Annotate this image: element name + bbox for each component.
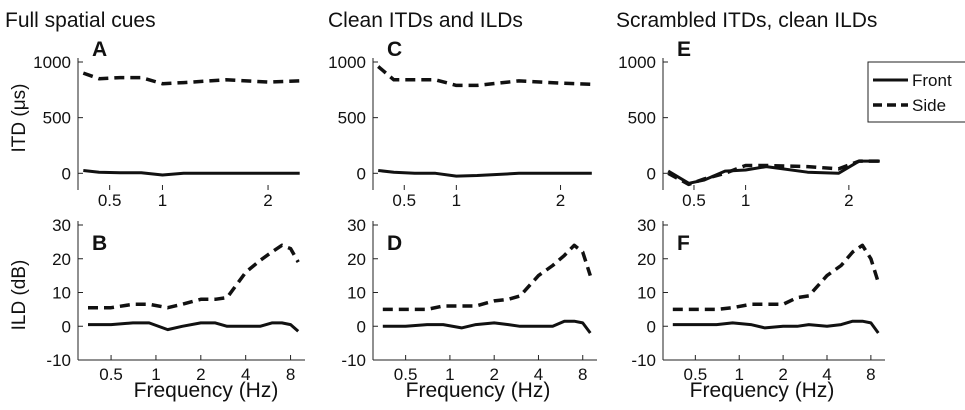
y-tick-label-e: 1000: [618, 53, 656, 72]
y-tick-label-f: 20: [637, 250, 656, 269]
legend: Front Side: [867, 61, 965, 123]
y-tick-label-f: 30: [637, 216, 656, 235]
y-tick-label-d: -10: [341, 351, 366, 370]
xlabel-left: Frequency (Hz): [134, 379, 279, 402]
x-tick-label-f: 8: [866, 365, 875, 384]
x-tick-label-c: 0.5: [392, 191, 416, 210]
y-tick-label-b: 10: [52, 284, 71, 303]
series-front-d: [382, 319, 592, 334]
y-tick-label-f: 10: [637, 284, 656, 303]
x-tick-label-f: 1: [734, 365, 743, 384]
panel-label-d: D: [387, 232, 402, 255]
y-tick-label-b: 30: [52, 216, 71, 235]
x-tick-label-f: 0.5: [684, 365, 708, 384]
y-tick-label-d: 10: [347, 284, 366, 303]
series-side-f: [672, 243, 880, 312]
series-side-a: [82, 71, 300, 86]
y-tick-label-c: 1000: [328, 53, 366, 72]
series-front-c: [378, 169, 592, 178]
x-tick-label-a: 2: [263, 191, 272, 210]
x-tick-label-e: 1: [741, 191, 750, 210]
series-front-e: [667, 159, 880, 185]
x-tick-label-c: 1: [452, 191, 461, 210]
xlabel-right: Frequency (Hz): [690, 379, 835, 402]
x-tick-label-d: 1: [445, 365, 454, 384]
y-tick-label-d: 0: [357, 317, 366, 336]
x-tick-label-d: 2: [489, 365, 498, 384]
y-tick-label-a: 0: [62, 164, 71, 183]
column-title-2: Clean ITDs and ILDs: [328, 9, 523, 32]
x-tick-label-a: 1: [158, 191, 167, 210]
series-side-e: [667, 159, 880, 187]
x-tick-label-b: 1: [151, 365, 160, 384]
x-tick-label-d: 8: [578, 365, 587, 384]
x-tick-label-b: 4: [241, 365, 250, 384]
panel-label-e: E: [677, 38, 691, 61]
y-tick-label-d: 20: [347, 250, 366, 269]
itd-ylabel: ITD (μs): [9, 84, 30, 153]
series-front-f: [672, 319, 880, 334]
y-tick-label-e: 500: [628, 109, 656, 128]
y-tick-label-c: 500: [338, 109, 366, 128]
ild-ylabel: ILD (dB): [9, 260, 30, 331]
x-tick-label-d: 4: [534, 365, 543, 384]
panel-label-a: A: [92, 38, 107, 61]
series-front-b: [88, 321, 300, 333]
x-tick-label-d: 0.5: [394, 365, 418, 384]
y-tick-label-a: 1000: [33, 53, 71, 72]
series-side-d: [382, 243, 592, 312]
x-tick-label-e: 0.5: [682, 191, 706, 210]
y-tick-label-f: -10: [631, 351, 656, 370]
y-tick-label-b: 0: [62, 317, 71, 336]
y-tick-label-b: 20: [52, 250, 71, 269]
y-tick-label-f: 0: [647, 317, 656, 336]
y-tick-label-a: 500: [43, 109, 71, 128]
x-tick-label-f: 2: [778, 365, 787, 384]
x-tick-label-f: 4: [822, 365, 831, 384]
panel-label-f: F: [677, 232, 690, 255]
x-tick-label-a: 0.5: [98, 191, 122, 210]
series-side-b: [88, 243, 300, 310]
column-title-1: Full spatial cues: [5, 9, 156, 32]
x-tick-label-e: 2: [844, 191, 853, 210]
x-tick-label-b: 0.5: [99, 365, 123, 384]
legend-side-label: Side: [912, 96, 946, 115]
legend-box: [867, 61, 965, 123]
y-tick-label-d: 30: [347, 216, 366, 235]
column-title-3: Scrambled ITDs, clean ILDs: [616, 9, 877, 32]
y-tick-label-b: -10: [46, 351, 71, 370]
x-tick-label-c: 2: [556, 191, 565, 210]
y-tick-label-e: 0: [647, 164, 656, 183]
legend-front-label: Front: [912, 71, 952, 90]
xlabel-middle: Frequency (Hz): [406, 379, 551, 402]
x-tick-label-b: 2: [196, 365, 205, 384]
series-side-c: [377, 65, 592, 88]
panel-label-c: C: [387, 38, 402, 61]
x-tick-label-b: 8: [286, 365, 295, 384]
y-tick-label-c: 0: [357, 164, 366, 183]
panel-label-b: B: [92, 232, 107, 255]
series-front-a: [83, 169, 300, 177]
